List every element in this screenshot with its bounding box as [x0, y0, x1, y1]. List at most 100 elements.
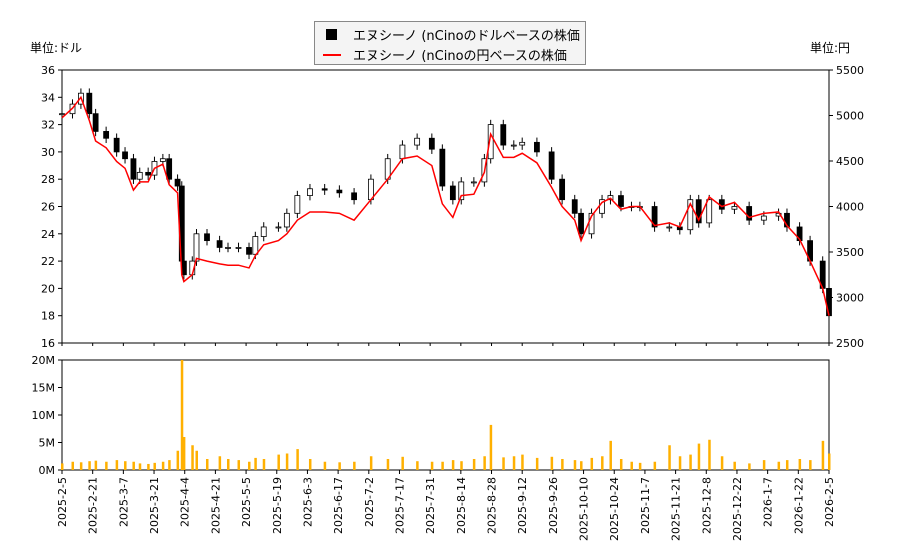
- volume-bar: [451, 460, 455, 470]
- left-tick-label: 22: [41, 255, 55, 268]
- volume-bar: [609, 440, 612, 470]
- legend-swatch-usd: [326, 29, 337, 40]
- x-tick-label: 2025-3-7: [117, 477, 130, 527]
- volume-bar: [489, 424, 493, 470]
- x-tick-label: 2025-10-24: [608, 477, 621, 541]
- left-tick-label: 16: [41, 337, 55, 350]
- volume-bar: [821, 440, 825, 470]
- left-tick-label: 28: [41, 173, 55, 186]
- right-tick-label: 3500: [836, 246, 864, 259]
- candle: [651, 206, 658, 228]
- volume-bar: [227, 459, 230, 470]
- x-tick-label: 2025-12-8: [700, 477, 713, 534]
- candle: [174, 178, 181, 187]
- volume-bar: [254, 457, 257, 470]
- candle: [235, 247, 242, 249]
- volume-bar: [678, 456, 682, 470]
- x-tick-label: 2025-11-7: [639, 477, 652, 534]
- legend-label-jpy: エヌシーノ (nCinoの円ベースの株価: [353, 49, 567, 64]
- volume-bar: [182, 437, 186, 470]
- volume-bar: [619, 459, 623, 470]
- candle: [321, 188, 328, 191]
- candle: [225, 247, 231, 249]
- x-tick-label: 2025-12-22: [731, 477, 744, 541]
- volume-bar: [762, 460, 766, 470]
- volume-bar: [561, 459, 564, 470]
- volume-bar: [262, 459, 266, 470]
- volume-bar: [601, 456, 604, 470]
- right-axis-unit: 単位:円: [810, 41, 851, 55]
- volume-bar: [697, 443, 701, 470]
- candle: [246, 247, 252, 255]
- volume-bar: [638, 462, 642, 470]
- left-tick-label: 30: [41, 146, 55, 159]
- volume-bar: [369, 456, 373, 470]
- x-tick-label: 2026-2-5: [823, 477, 836, 527]
- left-tick-label: 32: [41, 119, 55, 132]
- candle: [534, 141, 540, 153]
- x-tick-label: 2025-4-21: [209, 477, 222, 534]
- candle: [706, 199, 713, 224]
- candle: [307, 188, 313, 196]
- candle: [103, 131, 110, 139]
- legend-label-usd: エヌシーノ (nCinoのドルベースの株価: [353, 29, 580, 44]
- candle: [519, 141, 526, 146]
- candle: [458, 181, 465, 201]
- x-tick-label: 2026-1-7: [762, 477, 775, 527]
- candle: [145, 171, 152, 176]
- volume-tick-label: 10M: [32, 409, 56, 422]
- jpy-price-line: [61, 95, 830, 316]
- candle: [113, 137, 120, 153]
- volume-bar: [809, 460, 812, 470]
- volume-bar: [472, 459, 476, 470]
- candle: [487, 124, 494, 160]
- volume-bar: [653, 461, 657, 470]
- volume-bar: [777, 461, 781, 470]
- volume-bar: [296, 449, 299, 470]
- volume-bar: [386, 459, 390, 470]
- candle: [618, 195, 624, 207]
- x-tick-label: 2025-6-17: [332, 477, 345, 534]
- volume-bar: [573, 460, 577, 470]
- candle: [130, 158, 137, 180]
- x-tick-label: 2025-7-17: [393, 477, 406, 534]
- candle: [760, 215, 767, 221]
- volume-bar: [416, 461, 419, 470]
- candle: [548, 151, 555, 180]
- volume-bar: [689, 454, 692, 470]
- x-tick-label: 2025-5-5: [240, 477, 253, 527]
- candle: [449, 185, 456, 201]
- x-tick-label: 2025-10-10: [578, 477, 591, 541]
- x-tick-label: 2026-1-22: [792, 477, 805, 534]
- volume-bar: [828, 453, 831, 470]
- volume-bar: [195, 450, 198, 470]
- candle: [122, 151, 128, 160]
- candle: [470, 181, 477, 184]
- volume-bar: [630, 461, 633, 470]
- volume-bar: [720, 456, 724, 470]
- candle: [826, 287, 832, 317]
- candle: [59, 113, 65, 116]
- candle: [687, 199, 694, 231]
- volume-bar: [430, 461, 434, 470]
- left-tick-label: 24: [41, 228, 55, 241]
- candle: [166, 158, 173, 180]
- volume-bar: [153, 462, 156, 470]
- candle: [216, 240, 223, 248]
- volume-bar: [132, 461, 135, 470]
- candle: [439, 148, 446, 187]
- volume-bar: [105, 461, 108, 470]
- volume-bar: [180, 360, 184, 470]
- candle: [746, 206, 753, 221]
- candle: [336, 189, 343, 194]
- volume-bar: [88, 461, 91, 470]
- x-tick-label: 2025-3-21: [148, 477, 161, 534]
- volume-bar: [218, 456, 222, 470]
- candle: [159, 158, 166, 162]
- volume-tick-label: 5M: [39, 437, 56, 450]
- x-tick-label: 2025-6-3: [301, 477, 314, 527]
- candle: [351, 192, 357, 201]
- volume-bar: [798, 459, 802, 470]
